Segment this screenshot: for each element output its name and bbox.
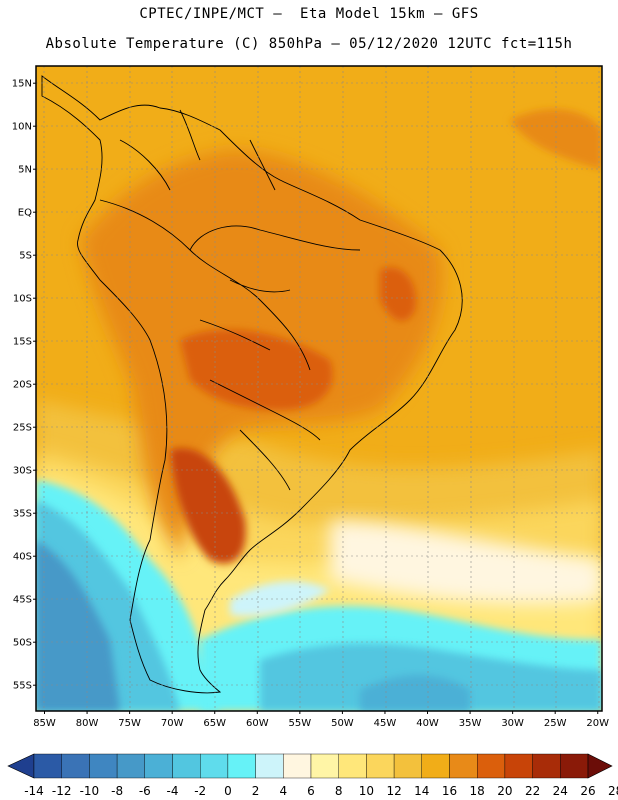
lon-label: 80W [76, 718, 99, 729]
lon-label: 60W [246, 718, 269, 729]
colorbar-swatch [338, 753, 367, 779]
colorbar-swatch [33, 753, 62, 779]
colorbar-label: 18 [470, 784, 485, 798]
colorbar-label: 10 [359, 784, 374, 798]
map-title-line-2: Absolute Temperature (C) 850hPa – 05/12/… [45, 36, 573, 52]
lat-label: 5S [19, 251, 32, 262]
map-frame [35, 65, 603, 712]
colorbar-label: -12 [52, 784, 72, 798]
colorbar-label: 8 [335, 784, 343, 798]
colorbar-swatch [283, 753, 312, 779]
lon-label: 30W [501, 718, 524, 729]
lat-label: 55S [13, 681, 32, 692]
lon-label: 35W [459, 718, 482, 729]
colorbar-label: 26 [580, 784, 595, 798]
lat-label: 45S [13, 595, 32, 606]
colorbar-swatch [144, 753, 173, 779]
colorbar-swatch [477, 753, 506, 779]
colorbar: -14 -12 -10 -8 -6 -4 -2 0 2 4 6 8 10 12 14 16 18 20 22 24 26… [7, 753, 618, 798]
colorbar-label: 6 [307, 784, 315, 798]
colorbar-label: -14 [24, 784, 44, 798]
lat-label: EQ [18, 208, 32, 219]
colorbar-swatch [227, 753, 256, 779]
coastlines [41, 75, 463, 694]
colorbar-label: 0 [224, 784, 232, 798]
colorbar-label: 28 [608, 784, 618, 798]
colorbar-labels: -14 -12 -10 -8 -6 -4 -2 0 2 4 6 8 10 12 14 16 18 20 22 24 26… [24, 784, 618, 798]
colorbar-swatch [172, 753, 201, 779]
lon-label: 55W [289, 718, 312, 729]
latitude-labels: 15N 10N 5N EQ 5S 10S 15S 20S 25S 30S 35S 40S 45S 50S 5… [12, 79, 36, 692]
colorbar-label: -6 [139, 784, 151, 798]
colorbar-max-arrow [587, 753, 613, 779]
lat-label: 15N [12, 79, 32, 90]
lon-label: 65W [203, 718, 226, 729]
colorbar-swatch [504, 753, 533, 779]
colorbar-label: -10 [80, 784, 100, 798]
map-title-line-1: CPTEC/INPE/MCT – Eta Model 15km – GFS [139, 6, 479, 22]
lat-label: 15S [13, 337, 32, 348]
colorbar-swatch [255, 753, 284, 779]
colorbar-label: 4 [279, 784, 287, 798]
lon-label: 75W [118, 718, 141, 729]
colorbar-swatch [116, 753, 145, 779]
colorbar-swatch [393, 753, 423, 779]
colorbar-swatch [532, 753, 561, 779]
colorbar-swatch [560, 753, 589, 779]
lat-label: 10S [13, 294, 32, 305]
colorbar-swatch [366, 753, 395, 779]
lon-label: 85W [33, 718, 56, 729]
colorbar-swatch [310, 753, 339, 779]
colorbar-swatch [61, 753, 90, 779]
colorbar-label: 12 [386, 784, 401, 798]
lat-label: 5N [18, 165, 32, 176]
lat-lon-grid [36, 66, 602, 711]
longitude-labels: 85W 80W 75W 70W 65W 60W 55W 50W 45W 40W 35W 30W 25W 2… [33, 711, 609, 729]
colorbar-swatch [421, 753, 450, 779]
colorbar-label: -2 [194, 784, 206, 798]
colorbar-swatch [89, 753, 118, 779]
lat-label: 20S [13, 380, 32, 391]
colorbar-label: 16 [442, 784, 457, 798]
colorbar-swatch [449, 753, 478, 779]
lon-label: 20W [586, 718, 609, 729]
lon-label: 70W [161, 718, 184, 729]
temperature-map: 15N 10N 5N EQ 5S 10S 15S 20S 25S 30S 35S 40S 45S 50S 5… [12, 65, 609, 729]
colorbar-label: 24 [553, 784, 568, 798]
lon-label: 45W [374, 718, 397, 729]
colorbar-min-arrow [7, 753, 35, 779]
lat-label: 25S [13, 423, 32, 434]
colorbar-label: 14 [414, 784, 429, 798]
lat-label: 40S [13, 552, 32, 563]
colorbar-swatch [199, 753, 229, 779]
lat-label: 35S [13, 509, 32, 520]
colorbar-swatches [7, 753, 613, 779]
colorbar-label: 2 [252, 784, 260, 798]
lat-label: 10N [12, 122, 32, 133]
colorbar-label: 22 [525, 784, 540, 798]
lat-label: 30S [13, 466, 32, 477]
lon-label: 50W [331, 718, 354, 729]
colorbar-label: 20 [497, 784, 512, 798]
lat-label: 50S [13, 638, 32, 649]
temperature-field [36, 66, 602, 711]
lon-label: 40W [416, 718, 439, 729]
colorbar-label: -4 [167, 784, 179, 798]
colorbar-label: -8 [111, 784, 123, 798]
lon-label: 25W [544, 718, 567, 729]
